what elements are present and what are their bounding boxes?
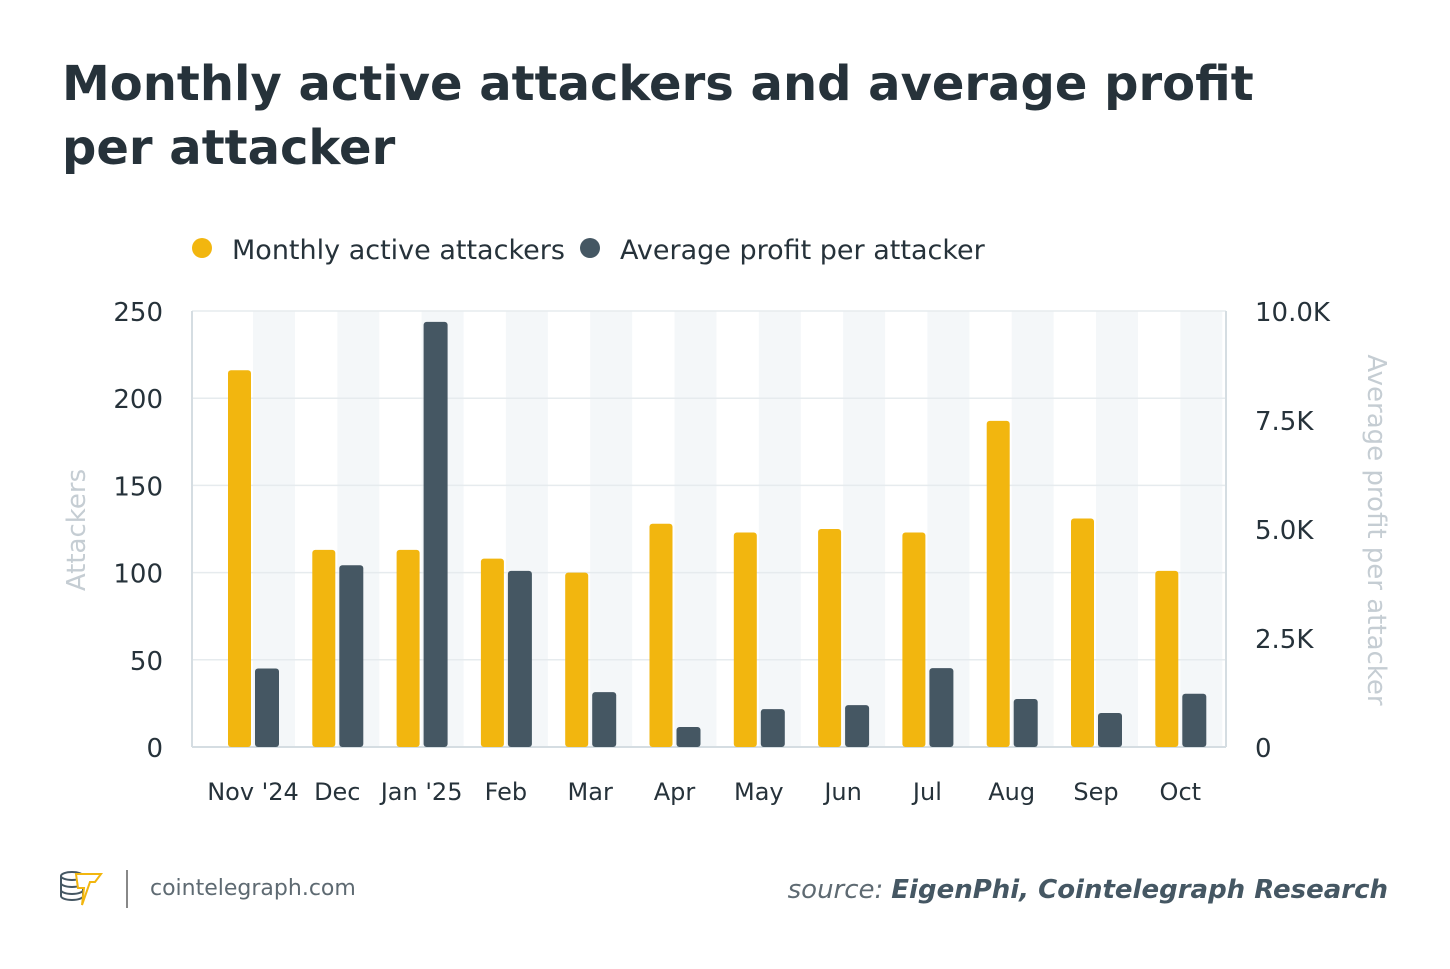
x-tick-label: Jul: [911, 778, 942, 806]
bar-profit: [507, 570, 532, 747]
category-band: [674, 311, 717, 747]
bar-attackers: [1155, 570, 1179, 747]
bar-attackers: [565, 572, 589, 747]
bar-attackers: [228, 370, 251, 747]
y-axis-label: Attackers: [62, 469, 92, 591]
category-band: [1096, 311, 1138, 747]
category-band: [1180, 311, 1223, 747]
bar-profit: [676, 726, 701, 747]
y-right-tick-label: 2.5K: [1255, 625, 1314, 655]
category-band: [843, 311, 886, 747]
category-band: [758, 311, 801, 747]
x-tick-label: Apr: [654, 778, 696, 806]
bar-attackers: [1071, 518, 1094, 747]
bar-profit: [760, 709, 785, 747]
y-tick-label: 50: [130, 647, 163, 677]
bar-attackers: [480, 558, 504, 747]
x-tick-label: Aug: [988, 778, 1035, 806]
x-tick-label: May: [734, 778, 784, 806]
legend-label-attackers: Monthly active attackers: [232, 235, 565, 266]
chart-title-line2: per attacker: [62, 120, 396, 176]
x-tick-label: Mar: [568, 778, 613, 806]
x-tick-label: Feb: [485, 778, 528, 806]
bar-attackers: [986, 420, 1010, 747]
footer-source: source: EigenPhi, Cointelegraph Research: [788, 875, 1388, 905]
legend-label-profit: Average profit per attacker: [620, 235, 986, 266]
y-tick-label: 200: [113, 385, 163, 415]
x-tick-label: Dec: [314, 778, 360, 806]
x-tick-label: Oct: [1160, 778, 1202, 806]
y-axis-right-label: Average profit per attacker: [1361, 354, 1391, 706]
y-tick-label: 150: [113, 472, 163, 502]
bar-profit: [423, 321, 448, 747]
footer-site: cointelegraph.com: [150, 876, 356, 901]
bar-profit: [592, 692, 617, 747]
bar-profit: [1098, 712, 1122, 747]
bar-attackers: [396, 549, 420, 747]
x-tick-label: Jun: [822, 778, 862, 806]
y-right-tick-label: 5.0K: [1255, 516, 1314, 546]
bar-profit: [1182, 693, 1207, 747]
x-tick-label: Sep: [1073, 778, 1118, 806]
x-tick-label: Jan '25: [379, 778, 463, 806]
y-tick-label: 250: [113, 298, 163, 328]
category-band: [590, 311, 633, 747]
bar-attackers: [312, 549, 336, 747]
bar-profit: [339, 565, 364, 747]
bar-attackers: [818, 529, 842, 747]
bar-profit: [255, 668, 279, 747]
bar-profit: [1013, 699, 1038, 747]
bar-profit: [845, 705, 870, 747]
y-tick-label: 100: [113, 560, 163, 590]
bar-attackers: [649, 523, 673, 747]
legend-marker-profit: [580, 238, 600, 258]
y-right-tick-label: 7.5K: [1255, 407, 1314, 437]
y-right-tick-label: 10.0K: [1255, 298, 1331, 328]
source-text: EigenPhi, Cointelegraph Research: [891, 875, 1388, 905]
source-prefix: source:: [788, 875, 884, 905]
chart-title-line1: Monthly active attackers and average pro…: [62, 56, 1254, 112]
bar-attackers: [902, 532, 926, 747]
x-tick-label: Nov '24: [207, 778, 299, 806]
bar-profit: [929, 668, 954, 747]
category-band: [1011, 311, 1054, 747]
y-tick-label: 0: [146, 734, 163, 764]
bar-attackers: [733, 532, 757, 747]
y-right-tick-label: 0: [1255, 734, 1272, 764]
legend-marker-attackers: [192, 238, 212, 258]
cointelegraph-logo: [60, 871, 103, 906]
